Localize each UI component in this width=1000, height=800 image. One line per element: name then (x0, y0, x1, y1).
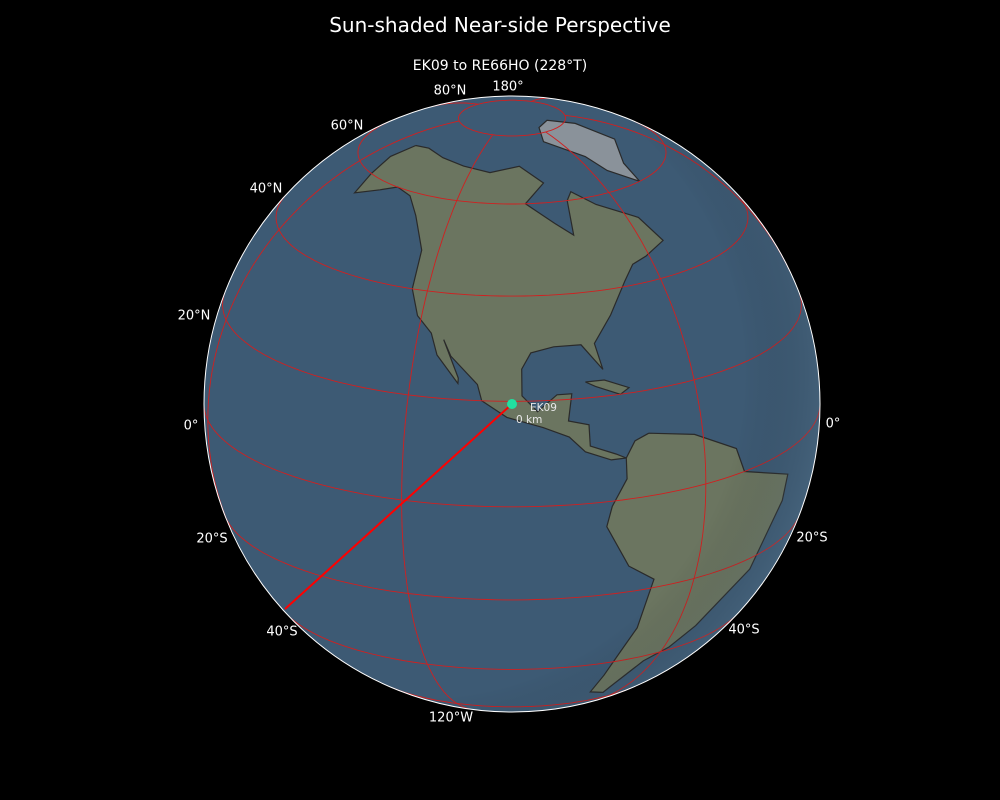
lat-label-80n: 80°N (433, 83, 467, 99)
lat-label-60n: 60°N (330, 118, 364, 134)
station-label: EK09 (530, 402, 557, 414)
great-circle-path (284, 403, 513, 610)
lon-label-120w: 120°W (428, 710, 474, 726)
lat-label-40s-left: 40°S (266, 624, 298, 640)
lat-label-0-right: 0° (825, 416, 841, 432)
figure-title: Sun-shaded Near-side Perspective (329, 13, 671, 37)
lat-label-40n: 40°N (249, 181, 283, 197)
lat-label-20n: 20°N (177, 308, 211, 324)
lat-label-40s-right: 40°S (728, 622, 760, 638)
map-subtitle: EK09 to RE66HO (228°T) (412, 58, 588, 74)
lat-label-0-left: 0° (183, 418, 199, 434)
station-distance: 0 km (516, 414, 543, 426)
lat-label-20s-left: 20°S (196, 531, 228, 547)
lat-label-20s-right: 20°S (796, 530, 828, 546)
globe-limb (203, 95, 821, 713)
lon-label-180: 180° (492, 79, 524, 95)
station-marker[interactable] (507, 399, 517, 409)
